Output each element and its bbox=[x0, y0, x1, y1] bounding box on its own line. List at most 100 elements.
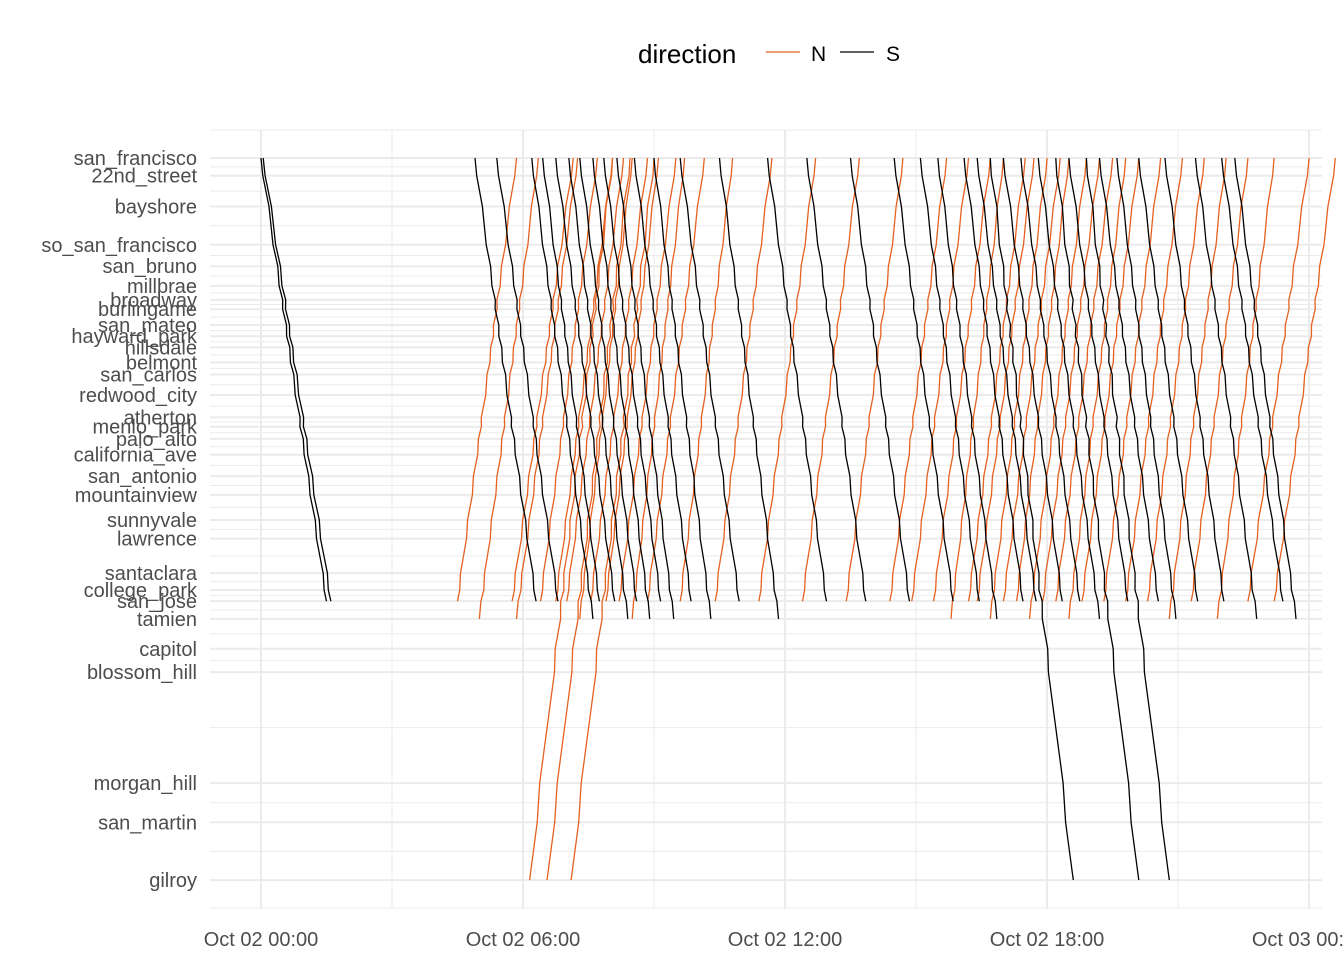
trip-line-n bbox=[566, 157, 625, 602]
trip-line-n bbox=[570, 157, 655, 881]
x-tick-label: Oct 02 06:00 bbox=[466, 929, 581, 951]
trip-line-s bbox=[474, 157, 537, 602]
trip-line-n bbox=[555, 157, 614, 602]
trip-line-s bbox=[1116, 157, 1177, 619]
trip-line-n bbox=[618, 157, 677, 602]
station-label: belmont bbox=[126, 352, 198, 374]
trip-line-s bbox=[568, 157, 629, 619]
station-label: hayward_park bbox=[71, 326, 198, 348]
station-label: broadway bbox=[110, 290, 197, 312]
trip-line-s bbox=[1221, 157, 1284, 602]
x-tick-label: Oct 03 00:00 bbox=[1252, 929, 1344, 951]
trip-line-n bbox=[845, 157, 904, 602]
legend: direction N S bbox=[638, 39, 900, 69]
trip-line-n bbox=[546, 157, 631, 881]
trip-line-s bbox=[806, 157, 867, 602]
trip-line-n bbox=[478, 157, 539, 619]
trip-line-n bbox=[1103, 157, 1162, 602]
trip-line-n bbox=[539, 157, 598, 602]
station-label: blossom_hill bbox=[87, 662, 197, 684]
station-label: burlingame bbox=[98, 299, 197, 321]
trip-line-n bbox=[714, 157, 773, 602]
trip-line-n bbox=[1081, 157, 1140, 602]
grid-minor bbox=[210, 129, 1322, 909]
station-label: 22nd_street bbox=[91, 166, 197, 188]
station-label: lawrence bbox=[117, 529, 197, 551]
trip-line-n bbox=[1190, 157, 1249, 602]
trip-line-s bbox=[919, 157, 981, 602]
trip-line-s bbox=[1002, 157, 1063, 602]
trip-line-n bbox=[889, 157, 948, 602]
trip-line-n bbox=[1068, 157, 1127, 619]
trip-line-n bbox=[989, 157, 1048, 619]
trip-line-n bbox=[1216, 157, 1275, 619]
station-label: san_mateo bbox=[98, 315, 197, 337]
station-label: california_ave bbox=[74, 445, 197, 467]
trip-line-s bbox=[893, 157, 954, 602]
trip-line-s bbox=[262, 157, 332, 602]
station-label: hillsdale bbox=[125, 337, 197, 359]
trip-line-s bbox=[603, 157, 662, 602]
trip-line-s bbox=[496, 157, 559, 602]
trip-line-s bbox=[718, 157, 780, 619]
trip-line-s bbox=[260, 157, 328, 602]
trip-line-n bbox=[950, 157, 1005, 619]
station-label: menlo_park bbox=[92, 417, 198, 439]
legend-title: direction bbox=[638, 39, 736, 69]
trip-line-n bbox=[1015, 157, 1070, 602]
trip-line-n bbox=[679, 157, 734, 602]
station-label: san_antonio bbox=[88, 466, 197, 488]
station-label: palo_alto bbox=[116, 429, 197, 451]
station-label: millbrae bbox=[127, 276, 197, 298]
station-label: morgan_hill bbox=[94, 773, 197, 795]
trip-line-n bbox=[456, 157, 518, 602]
trip-line-s bbox=[766, 157, 828, 602]
trip-line-n bbox=[911, 157, 970, 602]
trip-line-n bbox=[631, 157, 686, 619]
trip-line-s bbox=[1164, 157, 1225, 602]
station-label: san_carlos bbox=[100, 364, 197, 386]
x-tick-label: Oct 02 00:00 bbox=[204, 929, 319, 951]
trip-line-s bbox=[989, 157, 1074, 881]
trip-line-n bbox=[976, 157, 1035, 602]
station-label: college_park bbox=[84, 580, 198, 602]
trip-line-s bbox=[592, 157, 651, 619]
trip-line-s bbox=[555, 157, 616, 602]
trip-line-n bbox=[1028, 157, 1088, 619]
trip-line-n bbox=[1055, 157, 1114, 602]
x-tick-label: Oct 02 18:00 bbox=[990, 929, 1105, 951]
station-label: sunnyvale bbox=[107, 510, 197, 532]
trip-line-s bbox=[633, 157, 692, 602]
station-label: capitol bbox=[139, 639, 197, 661]
trip-line-n bbox=[1247, 157, 1310, 602]
trip-line-s bbox=[1194, 157, 1258, 619]
trip-line-n bbox=[515, 157, 579, 619]
trip-line-n bbox=[1146, 157, 1205, 602]
trip-line-s bbox=[937, 157, 998, 619]
trip-line-s bbox=[679, 157, 740, 602]
trip-line-s bbox=[1098, 157, 1160, 602]
legend-label-s: S bbox=[886, 43, 900, 66]
trip-line-s bbox=[1020, 157, 1081, 602]
trip-line-s bbox=[616, 157, 675, 619]
station-label: san_martin bbox=[98, 812, 197, 834]
trip-line-n bbox=[590, 157, 649, 602]
x-tick-label: Oct 02 12:00 bbox=[728, 929, 843, 951]
trip-line-s bbox=[1055, 157, 1140, 881]
trip-line-n bbox=[758, 157, 817, 602]
station-label: atherton bbox=[124, 407, 197, 429]
trip-line-s bbox=[1234, 157, 1297, 619]
trip-line-n bbox=[1125, 157, 1184, 602]
trip-line-s bbox=[1138, 157, 1199, 602]
trip-line-n bbox=[646, 157, 705, 602]
trip-line-n bbox=[579, 157, 633, 619]
trip-line-s bbox=[963, 157, 1024, 602]
trip-line-n bbox=[528, 157, 614, 881]
station-label: redwood_city bbox=[79, 385, 197, 407]
station-label: san_bruno bbox=[102, 256, 197, 278]
trip-line-s bbox=[1068, 157, 1129, 602]
station-label: gilroy bbox=[149, 870, 197, 892]
trip-line-s bbox=[849, 157, 911, 602]
